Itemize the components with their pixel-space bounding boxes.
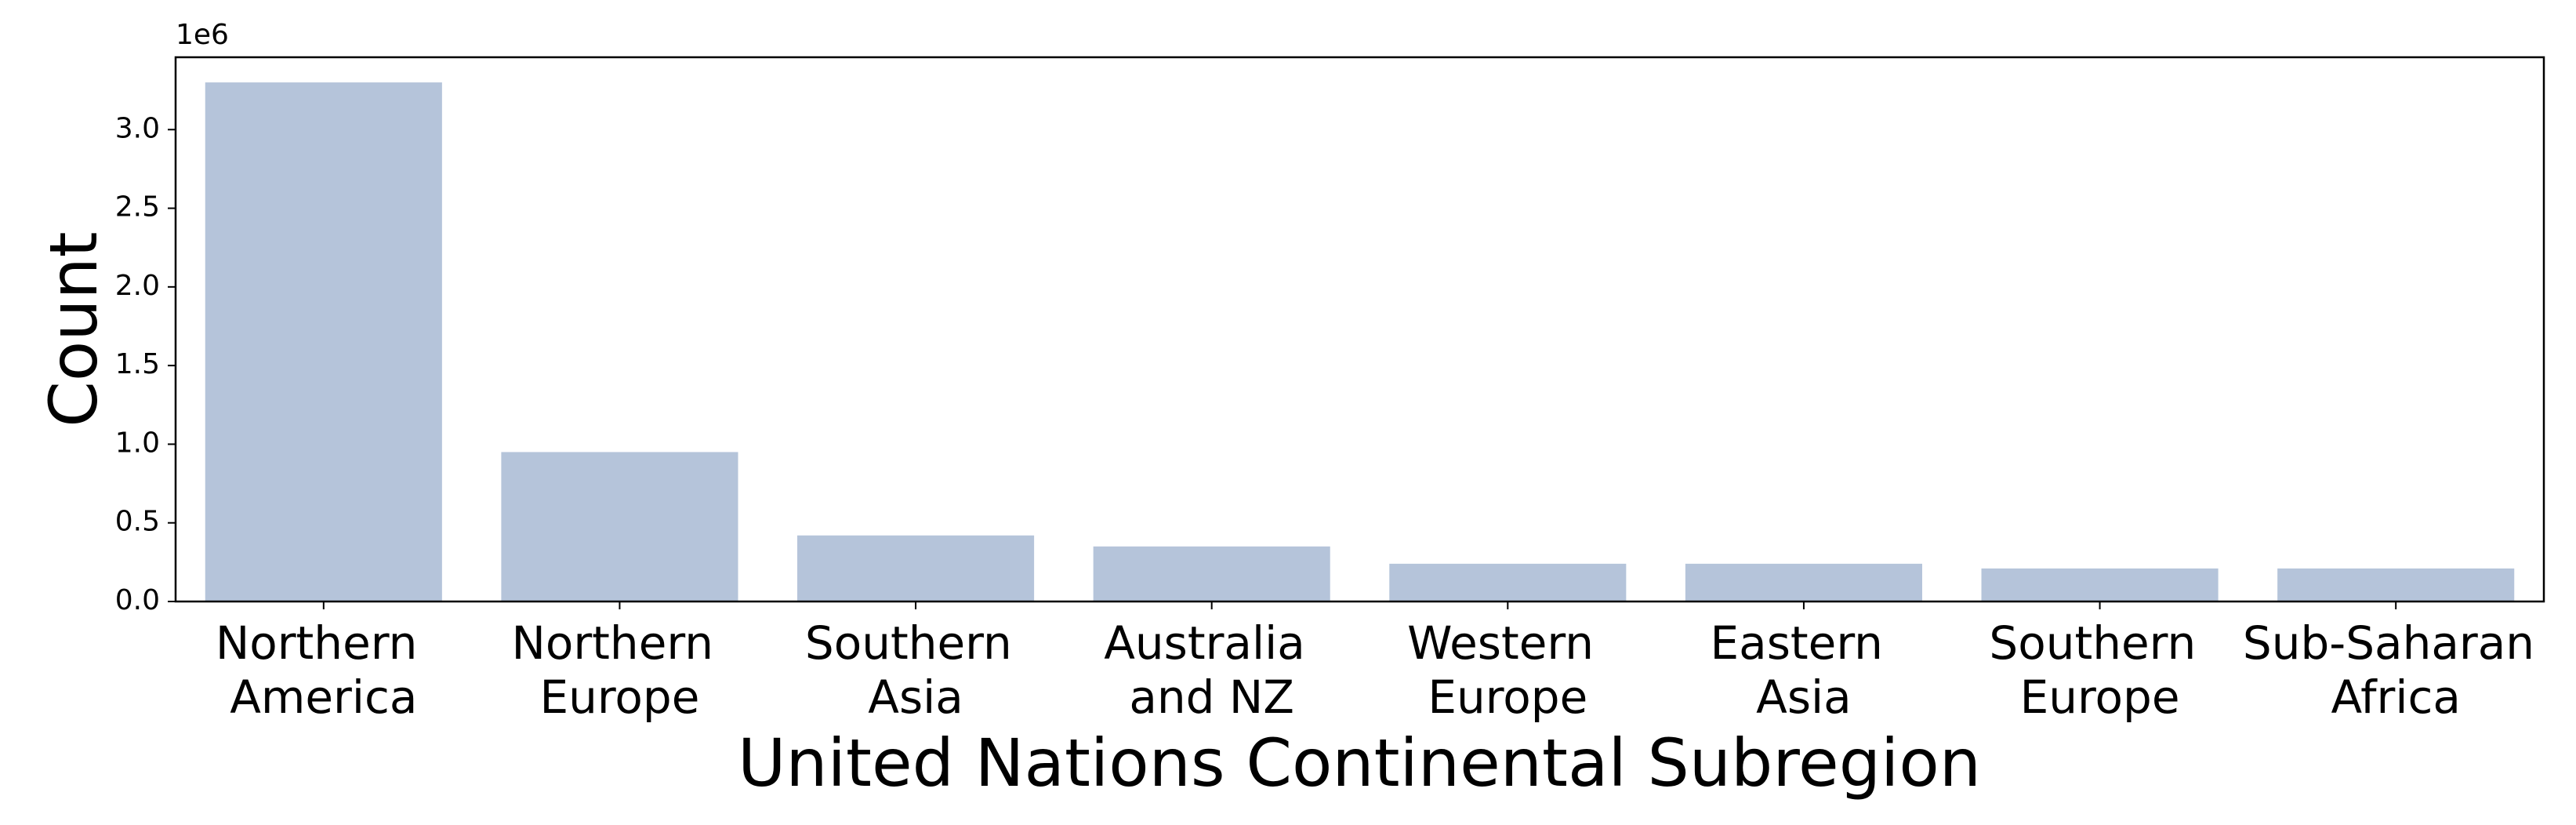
x-axis-title: United Nations Continental Subregion bbox=[738, 725, 1981, 801]
bar bbox=[1685, 563, 1922, 601]
bar bbox=[501, 452, 738, 601]
x-tick-label: Southern Europe bbox=[1989, 616, 2210, 724]
bar bbox=[1093, 546, 1330, 601]
y-tick-label: 1.5 bbox=[115, 348, 160, 380]
x-tick-label: Northern Europe bbox=[511, 616, 727, 724]
x-tick-label: Western Europe bbox=[1407, 616, 1608, 724]
y-tick-label: 0.0 bbox=[115, 584, 160, 616]
y-tick-label: 0.5 bbox=[115, 506, 160, 538]
x-tick-label: Australia and NZ bbox=[1104, 616, 1319, 724]
y-offset-label: 1e6 bbox=[176, 19, 229, 51]
y-tick-label: 2.0 bbox=[115, 270, 160, 302]
x-tick-label: Sub-Saharan Africa bbox=[2243, 616, 2549, 724]
bar bbox=[2277, 568, 2515, 601]
bar bbox=[205, 82, 442, 602]
y-tick-label: 3.0 bbox=[115, 112, 160, 144]
bar bbox=[1981, 568, 2219, 601]
y-axis-title: Count bbox=[35, 231, 112, 427]
y-tick-label: 2.5 bbox=[115, 191, 160, 224]
x-tick-label: Southern Asia bbox=[805, 616, 1026, 724]
x-tick-label: Eastern Asia bbox=[1711, 616, 1898, 724]
bar bbox=[797, 535, 1035, 601]
plot-frame bbox=[174, 56, 2545, 603]
bar bbox=[1389, 563, 1627, 601]
x-tick-label: Northern America bbox=[216, 616, 432, 724]
y-tick-label: 1.0 bbox=[115, 427, 160, 459]
